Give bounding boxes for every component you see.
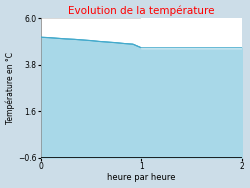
Bar: [141, 18, 242, 48]
Title: Evolution de la température: Evolution de la température: [68, 6, 214, 16]
Y-axis label: Température en °C: Température en °C: [6, 52, 15, 124]
X-axis label: heure par heure: heure par heure: [107, 174, 176, 182]
